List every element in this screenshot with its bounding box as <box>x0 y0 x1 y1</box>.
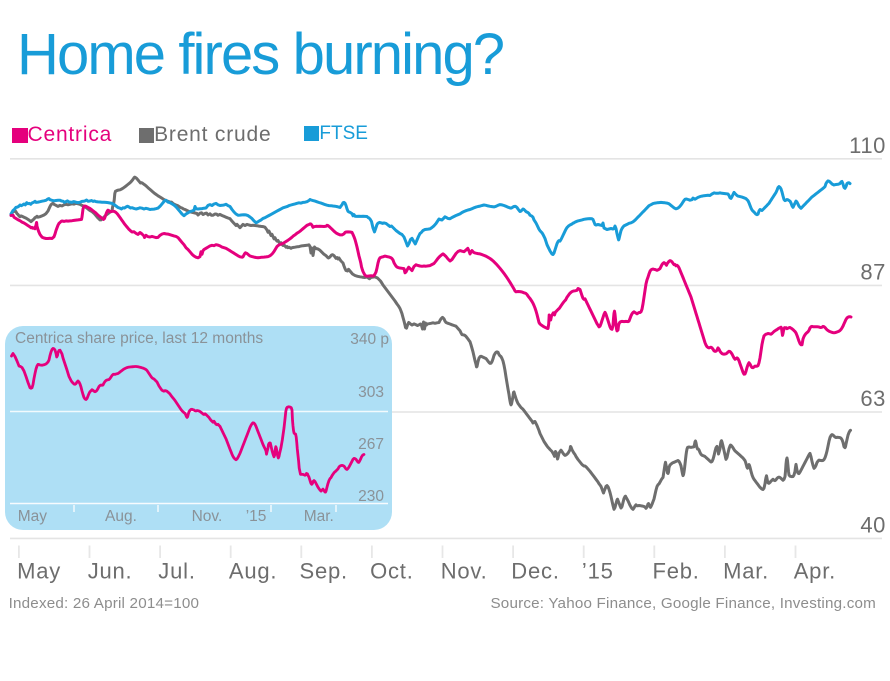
svg-text:Sep.: Sep. <box>300 559 348 584</box>
svg-text:Nov.: Nov. <box>441 559 488 584</box>
svg-text:Oct.: Oct. <box>370 559 414 584</box>
svg-text:Centrica share price, last 12: Centrica share price, last 12 months <box>15 330 263 347</box>
svg-text:267: 267 <box>358 436 384 453</box>
svg-text:Jun.: Jun. <box>88 559 133 584</box>
svg-text:’15: ’15 <box>246 508 267 525</box>
svg-text:110: 110 <box>849 133 886 158</box>
svg-text:Mar.: Mar. <box>304 508 334 525</box>
svg-text:Nov.: Nov. <box>192 508 223 525</box>
svg-text:63: 63 <box>860 386 886 411</box>
svg-text:87: 87 <box>860 259 886 284</box>
svg-text:Jul.: Jul. <box>158 559 195 584</box>
svg-text:Aug.: Aug. <box>229 559 277 584</box>
svg-text:Aug.: Aug. <box>105 508 137 525</box>
svg-text:303: 303 <box>358 384 384 401</box>
svg-text:230: 230 <box>358 488 384 505</box>
svg-text:Dec.: Dec. <box>511 559 559 584</box>
svg-text:Apr.: Apr. <box>794 559 836 584</box>
svg-text:40: 40 <box>860 512 886 537</box>
svg-text:Mar.: Mar. <box>723 559 769 584</box>
svg-text:Feb.: Feb. <box>653 559 700 584</box>
svg-text:340 p: 340 p <box>350 331 389 348</box>
svg-text:May: May <box>17 559 61 584</box>
svg-text:’15: ’15 <box>582 559 614 584</box>
svg-text:May: May <box>18 508 48 525</box>
